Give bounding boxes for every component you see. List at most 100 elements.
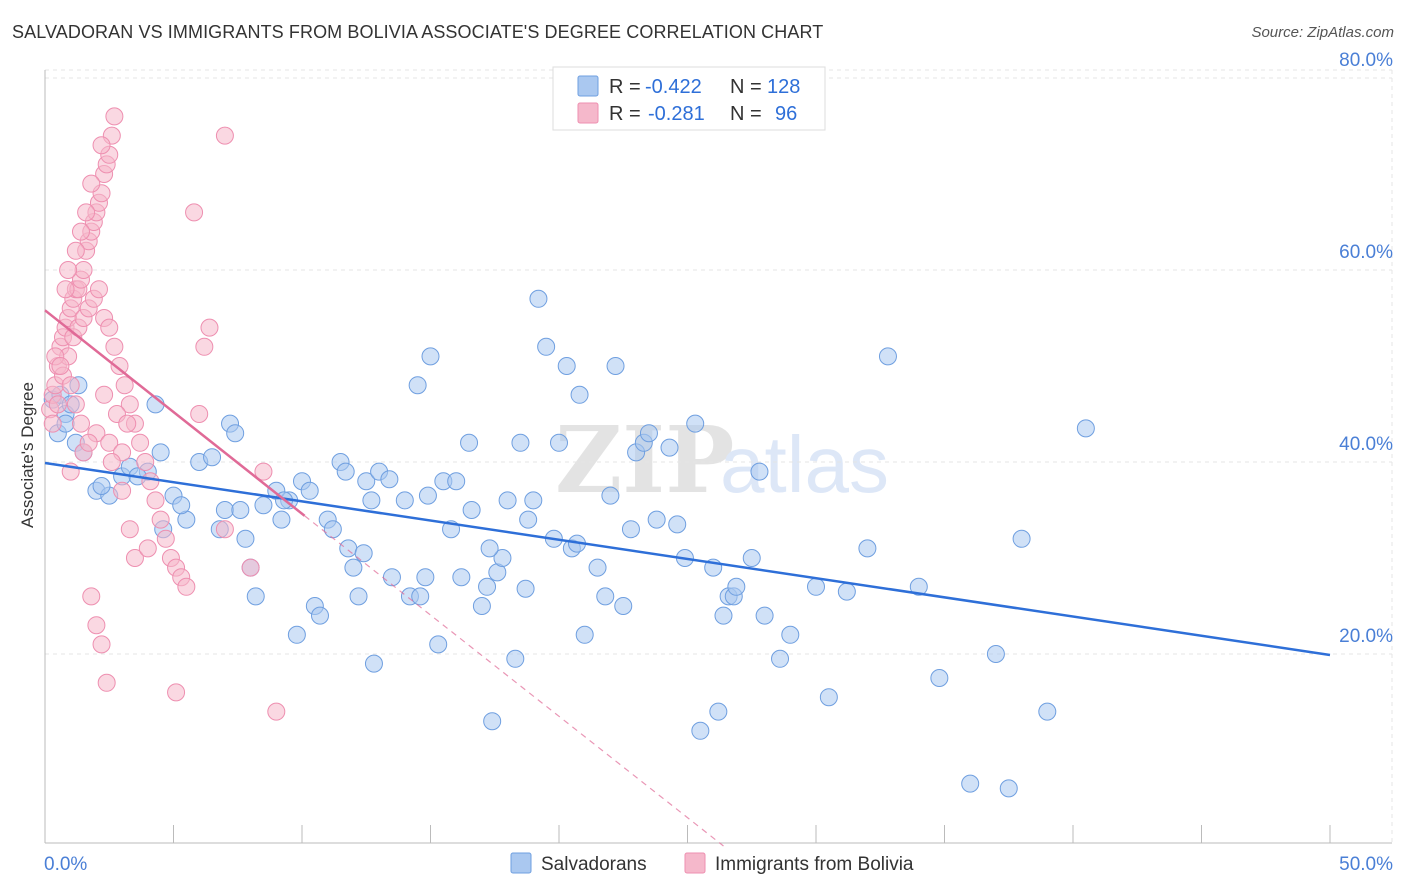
salvadoran-point-39 bbox=[357, 472, 376, 491]
bolivia-point-41 bbox=[120, 395, 139, 414]
bottom-label-bolivia: Immigrants from Bolivia bbox=[715, 854, 914, 875]
salvadoran-point-96 bbox=[755, 606, 774, 625]
bolivia-point-60 bbox=[82, 587, 101, 606]
salvadoran-point-55 bbox=[460, 433, 479, 452]
bolivia-point-44 bbox=[136, 453, 155, 471]
bolivia-point-87 bbox=[79, 433, 98, 452]
salvadoran-point-38 bbox=[349, 587, 368, 606]
salvadoran-point-56 bbox=[462, 501, 481, 519]
salvadorans-points bbox=[43, 289, 1095, 798]
bolivia-point-39 bbox=[110, 357, 129, 375]
salvadoran-point-74 bbox=[575, 625, 594, 644]
salvadoran-point-109 bbox=[1012, 529, 1031, 548]
salvadoran-point-24 bbox=[254, 496, 273, 515]
bolivia-point-91 bbox=[185, 203, 204, 222]
salvadoran-point-79 bbox=[614, 597, 633, 615]
bolivia-point-69 bbox=[77, 203, 96, 222]
bolivia-point-80 bbox=[254, 462, 273, 481]
salvadoran-point-28 bbox=[287, 625, 306, 644]
bolivia-point-73 bbox=[59, 261, 78, 279]
salvadoran-point-125 bbox=[686, 414, 705, 433]
legend-swatch-bolivia bbox=[577, 102, 599, 124]
salvadoran-point-86 bbox=[668, 515, 687, 534]
salvadoran-point-71 bbox=[557, 357, 576, 375]
salvadoran-point-46 bbox=[408, 376, 427, 395]
salvadoran-point-128 bbox=[418, 486, 437, 505]
tick-labels: 20.0% 40.0% 60.0% 80.0% 0.0% 50.0% bbox=[44, 50, 1393, 875]
salvadoran-point-104 bbox=[909, 577, 928, 596]
bolivia-point-64 bbox=[95, 385, 114, 404]
salvadoran-point-53 bbox=[447, 472, 466, 491]
salvadoran-point-61 bbox=[493, 549, 512, 567]
bolivia-point-81 bbox=[267, 702, 286, 721]
bolivia-point-62 bbox=[92, 635, 111, 654]
salvadoran-point-78 bbox=[606, 357, 625, 375]
salvadoran-point-123 bbox=[480, 539, 499, 558]
salvadoran-point-127 bbox=[516, 579, 535, 598]
salvadoran-point-105 bbox=[930, 669, 949, 687]
bolivia-point-84 bbox=[61, 376, 80, 395]
salvadorans-trend-line bbox=[44, 461, 1331, 657]
bolivia-point-35 bbox=[89, 280, 108, 299]
bottom-swatch-salvadorans bbox=[510, 852, 532, 874]
salvadoran-point-115 bbox=[92, 477, 111, 495]
bolivia-point-76 bbox=[195, 337, 214, 356]
salvadoran-point-11 bbox=[151, 443, 170, 462]
salvadoran-point-70 bbox=[550, 433, 568, 452]
salvadoran-point-80 bbox=[621, 520, 640, 539]
salvadoran-point-100 bbox=[819, 688, 838, 707]
salvadoran-point-21 bbox=[236, 529, 255, 548]
salvadoran-point-101 bbox=[837, 582, 856, 601]
bolivia-point-26 bbox=[43, 414, 62, 433]
bolivia-point-77 bbox=[200, 318, 219, 337]
salvadoran-point-44 bbox=[395, 491, 414, 510]
salvadoran-point-106 bbox=[961, 774, 980, 793]
salvadoran-point-59 bbox=[483, 712, 502, 731]
bolivia-point-27 bbox=[48, 395, 67, 414]
bolivia-point-70 bbox=[82, 174, 101, 193]
salvadoran-point-94 bbox=[742, 549, 761, 567]
salvadoran-point-98 bbox=[781, 625, 800, 644]
salvadoran-point-110 bbox=[1038, 702, 1057, 721]
salvadoran-point-20 bbox=[231, 501, 250, 519]
salvadoran-point-37 bbox=[344, 558, 363, 577]
bolivia-point-79 bbox=[241, 558, 260, 577]
salvadoran-point-32 bbox=[310, 606, 329, 625]
bottom-swatch-bolivia bbox=[684, 852, 706, 874]
salvadoran-point-121 bbox=[336, 462, 355, 481]
watermark-zip: ZIP bbox=[555, 406, 734, 514]
bolivia-points bbox=[41, 107, 286, 721]
legend-n-label-1: N = bbox=[730, 76, 762, 98]
salvadoran-point-43 bbox=[382, 568, 401, 587]
salvadoran-point-57 bbox=[472, 597, 491, 615]
watermark-atlas: atlas bbox=[720, 420, 889, 509]
bolivia-point-72 bbox=[56, 280, 75, 299]
legend-n-value-2: 96 bbox=[775, 103, 797, 125]
axes bbox=[44, 70, 1392, 844]
salvadoran-point-62 bbox=[498, 491, 517, 510]
trend-lines bbox=[44, 309, 1331, 847]
salvadoran-point-23 bbox=[246, 587, 265, 606]
bolivia-point-48 bbox=[156, 529, 175, 548]
salvadoran-point-50 bbox=[429, 635, 448, 654]
bolivia-point-56 bbox=[100, 433, 119, 452]
y-tick-label-20: 20.0% bbox=[1339, 626, 1393, 647]
bolivia-point-86 bbox=[71, 414, 90, 433]
salvadoran-point-30 bbox=[300, 481, 319, 500]
salvadoran-point-99 bbox=[807, 577, 825, 596]
bolivia-point-78 bbox=[215, 520, 234, 539]
salvadoran-point-90 bbox=[709, 702, 728, 721]
salvadoran-point-107 bbox=[986, 645, 1005, 663]
salvadoran-point-66 bbox=[524, 491, 543, 510]
legend-r-value-1: -0.422 bbox=[645, 76, 702, 98]
salvadoran-point-108 bbox=[999, 779, 1018, 798]
legend-swatch-salvadorans bbox=[577, 75, 599, 97]
salvadoran-point-19 bbox=[226, 424, 245, 443]
salvadoran-point-41 bbox=[364, 654, 383, 673]
salvadoran-point-91 bbox=[714, 606, 733, 625]
bolivia-trend-extension bbox=[304, 515, 724, 847]
salvadoran-point-17 bbox=[215, 501, 234, 519]
bolivia-point-90 bbox=[120, 520, 139, 539]
bolivia-point-66 bbox=[118, 414, 137, 433]
